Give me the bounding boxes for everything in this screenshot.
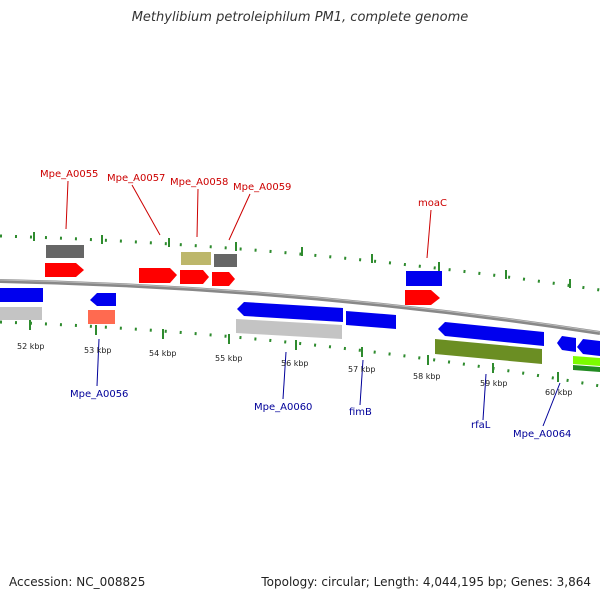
gene-label[interactable]: Mpe_A0064 xyxy=(513,429,571,440)
gene-label[interactable]: fimB xyxy=(349,407,372,418)
scale-label: 54 kbp xyxy=(149,349,177,358)
inner-major-ticks xyxy=(29,320,559,382)
gene-block-lightgray[interactable] xyxy=(236,319,342,339)
label-leaders-forward xyxy=(65,180,432,259)
map-title: Methylibium petroleiphilum PM1, complete… xyxy=(131,10,469,25)
gene-label[interactable]: rfaL xyxy=(471,420,491,431)
gene-label[interactable]: Mpe_A0058 xyxy=(170,177,228,188)
gene-arrow-reverse[interactable] xyxy=(557,336,576,352)
label-leaders-reverse xyxy=(96,338,561,427)
gene-label[interactable]: Mpe_A0059 xyxy=(233,182,291,193)
scale-label: 56 kbp xyxy=(281,359,309,368)
forward-features xyxy=(45,245,442,305)
genome-backbone xyxy=(0,279,600,335)
gene-block-lightgray[interactable] xyxy=(0,307,42,320)
scale-label: 58 kbp xyxy=(413,372,441,381)
gene-labels-reverse: Mpe_A0056 Mpe_A0060 fimB rfaL Mpe_A0064 xyxy=(70,389,571,440)
scale-labels: 52 kbp 53 kbp 54 kbp 55 kbp 56 kbp 57 kb… xyxy=(17,342,573,397)
gene-block-gray[interactable] xyxy=(46,245,84,258)
gene-block-gray[interactable] xyxy=(214,254,237,267)
gene-block-reverse[interactable] xyxy=(0,288,43,302)
gene-label[interactable]: Mpe_A0057 xyxy=(107,173,165,184)
gene-arrow-forward[interactable] xyxy=(139,268,177,283)
gene-arrow-reverse[interactable] xyxy=(577,339,600,356)
scale-label: 59 kbp xyxy=(480,379,508,388)
gene-label[interactable]: moaC xyxy=(418,198,447,209)
gene-arrow-reverse[interactable] xyxy=(90,293,116,306)
gene-label[interactable]: Mpe_A0055 xyxy=(40,169,98,180)
accession-text: Accession: NC_008825 xyxy=(9,575,146,589)
gene-block-green[interactable] xyxy=(573,365,600,372)
inner-scale-track xyxy=(0,320,600,388)
gene-labels-forward: Mpe_A0055 Mpe_A0057 Mpe_A0058 Mpe_A0059 … xyxy=(40,169,447,209)
gene-block-salmon[interactable] xyxy=(88,310,115,324)
scale-label: 55 kbp xyxy=(215,354,243,363)
topology-text: Topology: circular; Length: 4,044,195 bp… xyxy=(261,575,591,589)
gene-arrow-reverse[interactable] xyxy=(438,322,544,346)
gene-block-lime[interactable] xyxy=(573,356,600,366)
gene-label[interactable]: Mpe_A0056 xyxy=(70,389,128,400)
gene-arrow-forward[interactable] xyxy=(180,270,209,284)
gene-block-olive[interactable] xyxy=(435,339,542,364)
gene-arrow-reverse[interactable] xyxy=(346,311,396,329)
gene-arrow-reverse[interactable] xyxy=(237,302,343,322)
gene-label[interactable]: Mpe_A0060 xyxy=(254,402,312,413)
scale-label: 57 kbp xyxy=(348,365,376,374)
outer-major-ticks xyxy=(33,232,571,288)
scale-label: 53 kbp xyxy=(84,346,112,355)
scale-label: 52 kbp xyxy=(17,342,45,351)
gene-arrow-forward[interactable] xyxy=(212,272,235,286)
scale-label: 60 kbp xyxy=(545,388,573,397)
gene-block-khaki[interactable] xyxy=(181,252,211,265)
gene-arrow-forward[interactable] xyxy=(405,290,440,305)
gene-arrow-forward[interactable] xyxy=(45,263,84,277)
outer-scale-track xyxy=(0,234,600,292)
gene-arrow-forward[interactable] xyxy=(406,271,442,286)
reverse-features xyxy=(0,288,600,372)
